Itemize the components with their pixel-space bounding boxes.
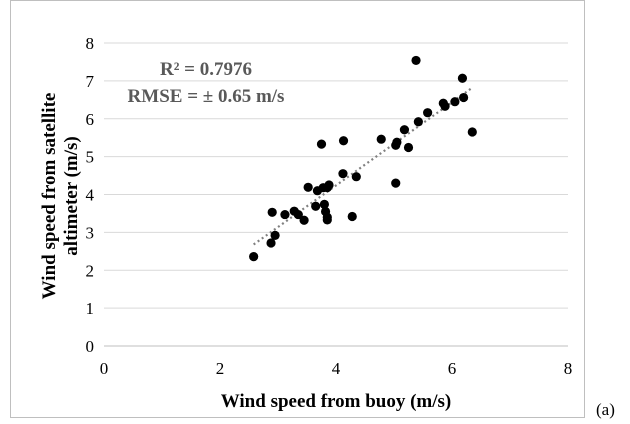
rmse-annotation: RMSE = ± 0.65 m/s xyxy=(128,86,285,107)
data-point xyxy=(423,108,433,118)
data-point xyxy=(311,201,321,211)
data-point xyxy=(347,211,357,222)
data-point xyxy=(376,134,386,144)
data-point xyxy=(319,199,329,209)
y-tick-label: 0 xyxy=(86,337,95,356)
y-axis-title-line-1: Wind speed from satellite xyxy=(39,93,60,300)
data-point xyxy=(440,101,450,111)
data-point xyxy=(299,215,309,225)
data-point xyxy=(303,182,313,192)
data-point xyxy=(280,209,290,220)
data-point xyxy=(316,139,327,149)
x-tick-label: 0 xyxy=(100,359,109,378)
data-point xyxy=(351,172,361,182)
data-point xyxy=(450,97,460,107)
x-tick-label: 6 xyxy=(448,359,457,378)
y-tick-label: 2 xyxy=(86,261,95,280)
scatter-plot: R² = 0.7976 RMSE = ± 0.65 m/s Wind speed… xyxy=(39,34,572,412)
y-axis-title-line-2: altimeter (m/s) xyxy=(61,136,82,255)
data-point xyxy=(266,238,276,248)
trendline xyxy=(252,86,473,246)
data-point xyxy=(338,169,348,179)
x-tick-label: 8 xyxy=(564,359,573,378)
r-squared-annotation: R² = 0.7976 xyxy=(160,59,252,80)
y-tick-label: 4 xyxy=(86,186,95,205)
data-point xyxy=(399,125,410,135)
data-point xyxy=(293,209,303,220)
data-point xyxy=(392,137,402,147)
x-axis-title: Wind speed from buoy (m/s) xyxy=(221,391,452,412)
y-tick-label: 3 xyxy=(86,223,95,242)
data-point xyxy=(391,178,401,188)
axis-labels: R² = 0.7976 RMSE = ± 0.65 m/s Wind speed… xyxy=(39,34,572,412)
trendline-line xyxy=(252,86,473,246)
data-point xyxy=(411,55,421,66)
y-tick-label: 6 xyxy=(86,110,95,129)
data-point xyxy=(467,127,477,137)
data-point xyxy=(324,180,334,190)
data-point xyxy=(459,92,469,103)
x-tick-label: 4 xyxy=(332,359,341,378)
data-point xyxy=(338,136,349,146)
y-tick-label: 7 xyxy=(86,72,95,91)
y-tick-label: 5 xyxy=(86,148,95,167)
y-tick-label: 1 xyxy=(86,299,95,318)
data-point xyxy=(267,207,277,217)
data-points xyxy=(249,55,477,262)
data-point xyxy=(322,212,332,222)
data-point xyxy=(270,230,280,241)
panel-label: (a) xyxy=(596,400,615,419)
gridlines xyxy=(104,42,568,309)
data-point xyxy=(413,117,423,127)
y-tick-label: 8 xyxy=(86,34,95,53)
x-tick-label: 2 xyxy=(216,359,225,378)
data-point xyxy=(457,73,468,83)
data-point xyxy=(403,142,414,153)
chart-area: R² = 0.7976 RMSE = ± 0.65 m/s Wind speed… xyxy=(10,0,585,418)
data-point xyxy=(249,252,259,262)
